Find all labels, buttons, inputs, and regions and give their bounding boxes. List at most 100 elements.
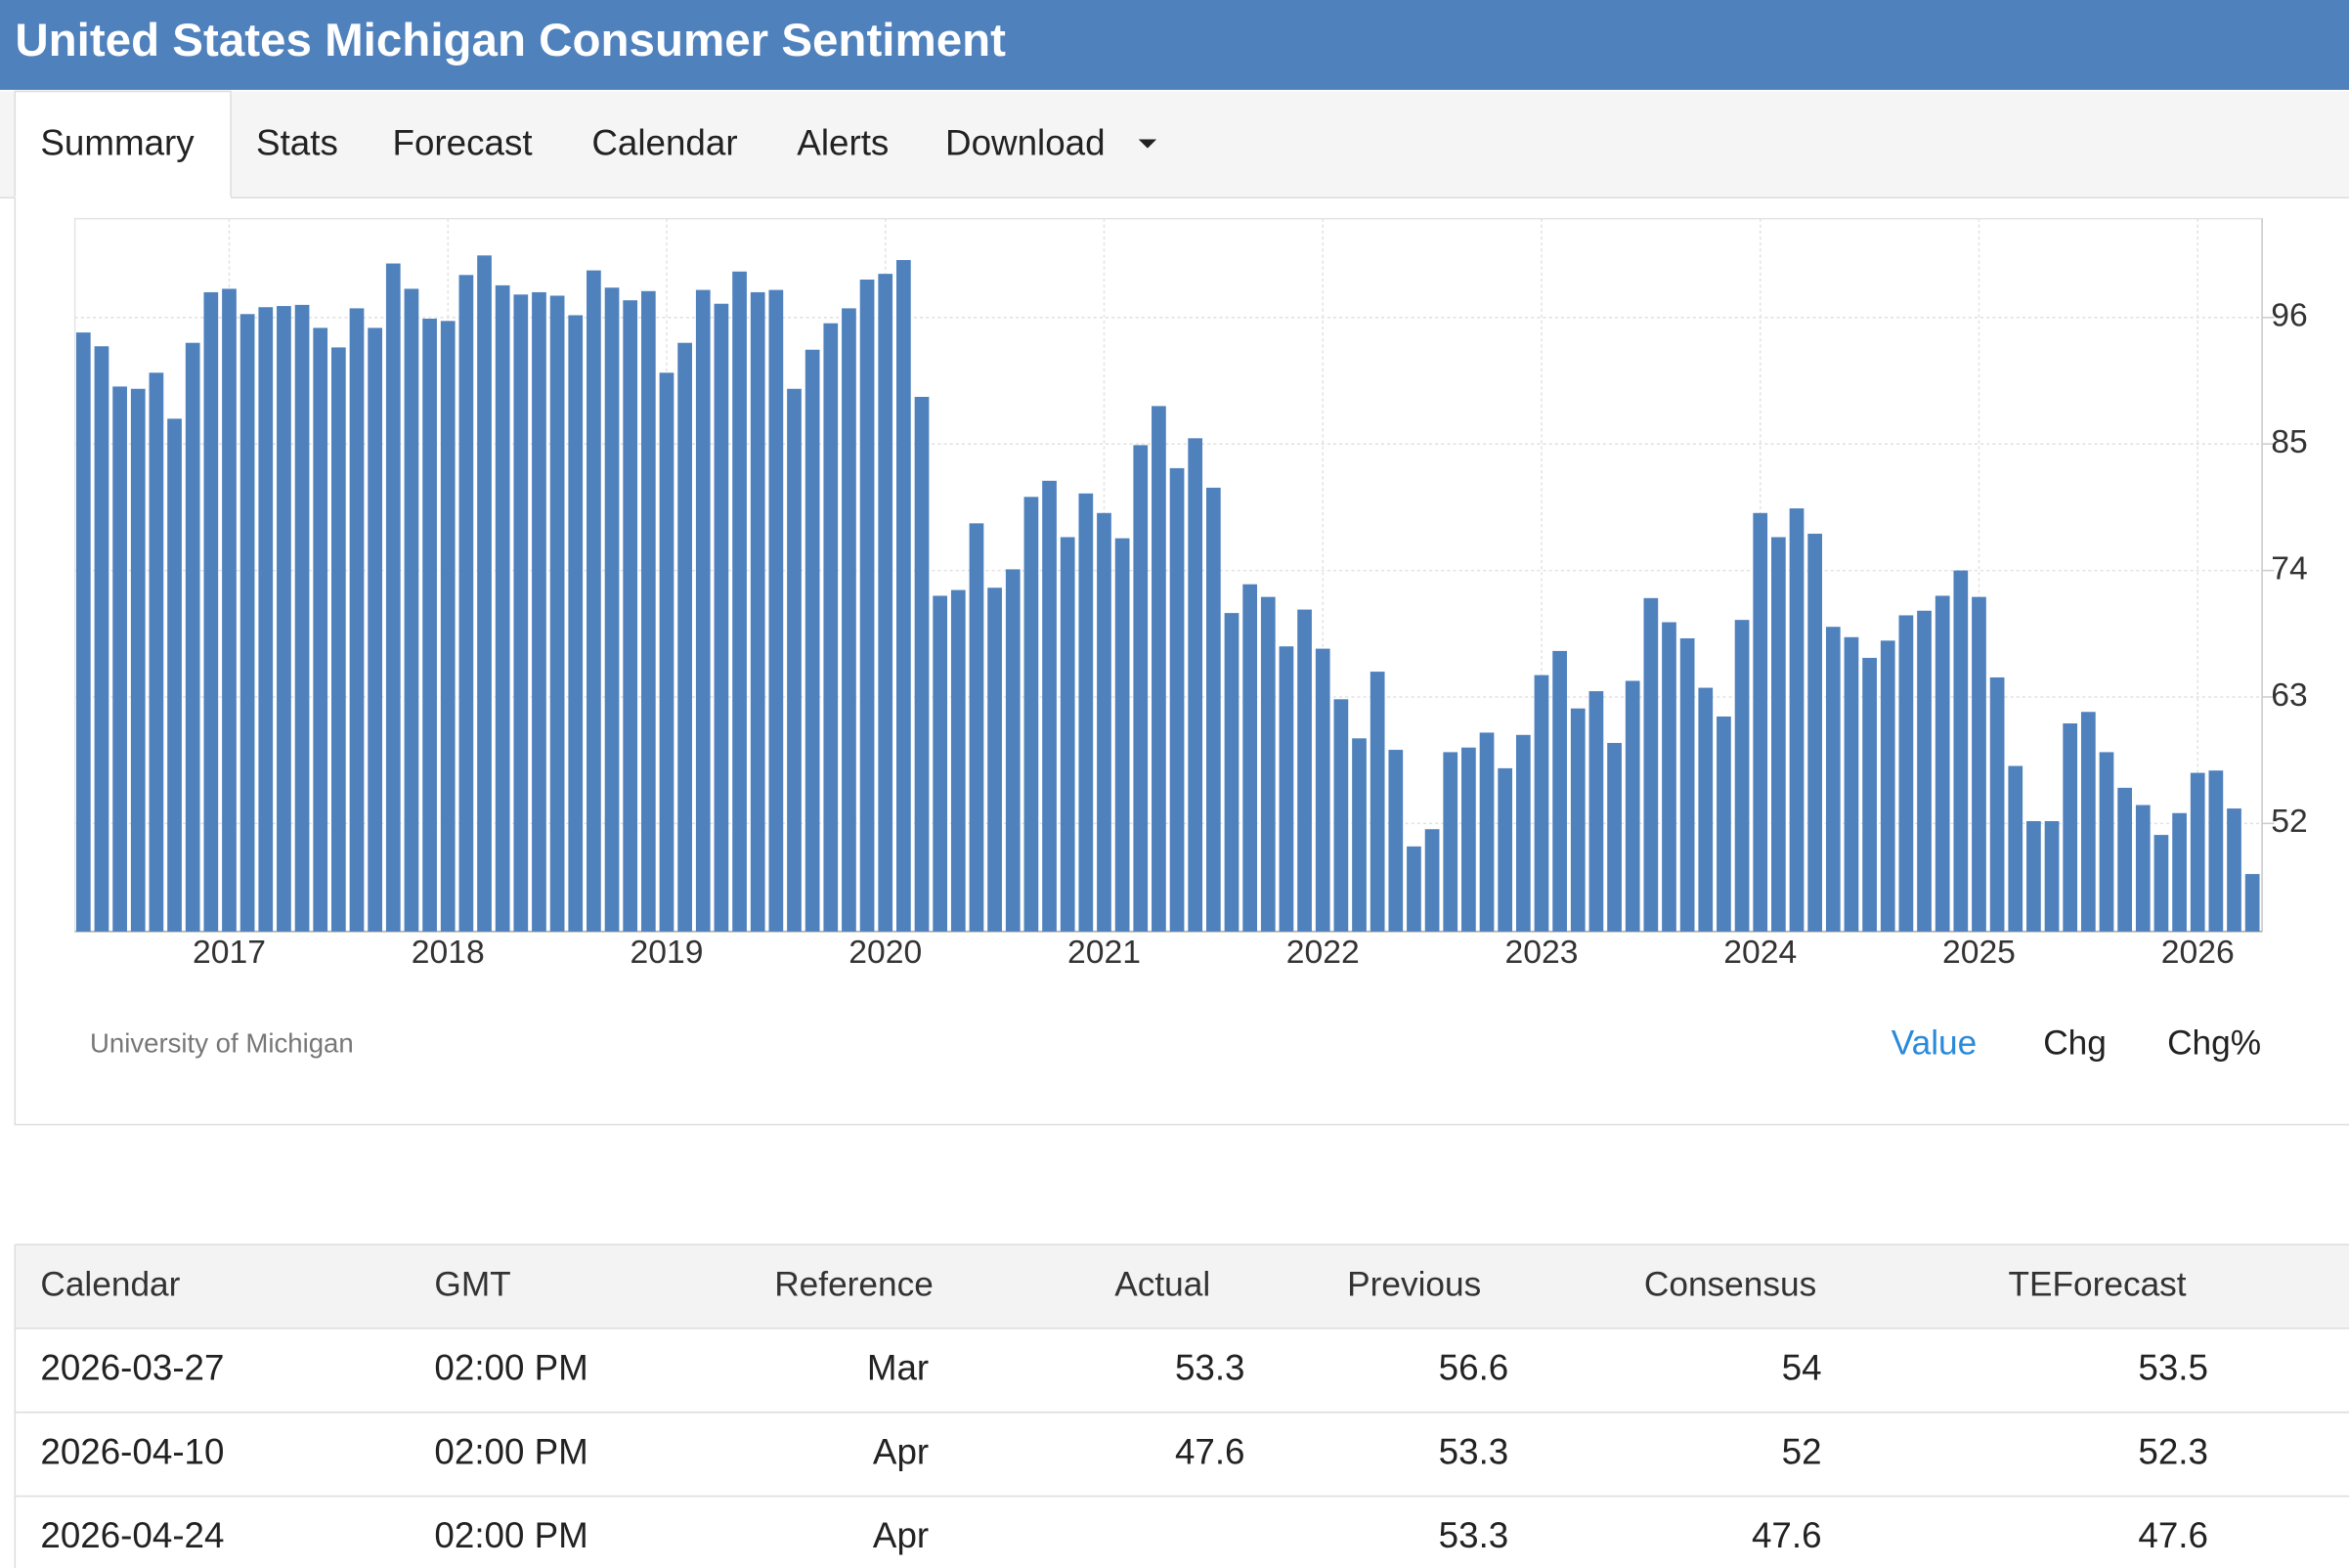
bar bbox=[513, 294, 529, 932]
chart-mode-link[interactable]: Value bbox=[1892, 1024, 1978, 1063]
nav-tab[interactable]: Alerts bbox=[797, 122, 889, 162]
bar bbox=[1461, 747, 1476, 932]
bar bbox=[987, 588, 1002, 932]
bar bbox=[2172, 812, 2187, 932]
x-tick-label: 2024 bbox=[1723, 934, 1797, 971]
bar bbox=[495, 284, 510, 932]
bar bbox=[1297, 609, 1312, 932]
header-bar bbox=[0, 0, 2349, 90]
bar bbox=[330, 347, 346, 932]
table-cell: 02:00 PM bbox=[434, 1515, 587, 1555]
plot-area bbox=[73, 217, 2263, 933]
bar bbox=[1898, 615, 1914, 932]
bar bbox=[1753, 512, 1768, 932]
bar bbox=[185, 342, 200, 932]
bar bbox=[1880, 640, 1895, 932]
bar bbox=[1643, 597, 1659, 932]
table-header-cell: Reference bbox=[774, 1265, 934, 1303]
bar bbox=[623, 300, 638, 932]
bar bbox=[1023, 497, 1039, 932]
bar bbox=[404, 288, 419, 932]
bar bbox=[1224, 613, 1240, 932]
bar bbox=[440, 321, 456, 932]
bar bbox=[1844, 636, 1859, 932]
bar bbox=[1388, 750, 1404, 932]
chart-mode-link[interactable]: Chg% bbox=[2167, 1024, 2261, 1063]
bar bbox=[549, 295, 565, 932]
table-cell: 47.6 bbox=[1752, 1515, 1822, 1555]
bar bbox=[1060, 537, 1075, 932]
table-cell: 47.6 bbox=[1175, 1431, 1245, 1471]
bar bbox=[1114, 538, 1130, 932]
bar bbox=[568, 315, 584, 932]
nav-tab[interactable]: Download bbox=[945, 122, 1106, 162]
bar bbox=[75, 332, 91, 932]
nav-tab[interactable]: Summary bbox=[40, 122, 195, 162]
bar bbox=[1169, 467, 1185, 932]
table-header-cell: Consensus bbox=[1644, 1265, 1816, 1303]
bar bbox=[1078, 493, 1094, 932]
y-tick-label: 63 bbox=[2271, 676, 2307, 714]
table-cell: 2026-04-24 bbox=[40, 1515, 224, 1555]
bar bbox=[349, 308, 365, 932]
bar bbox=[1607, 743, 1622, 932]
bar bbox=[896, 260, 911, 932]
x-tick-label: 2020 bbox=[848, 934, 922, 971]
bar bbox=[878, 274, 893, 932]
bar bbox=[1205, 487, 1221, 932]
bar bbox=[458, 275, 474, 932]
dropdown-caret bbox=[1138, 139, 1157, 149]
table-cell: 2026-03-27 bbox=[40, 1347, 224, 1387]
page-title: United States Michigan Consumer Sentimen… bbox=[15, 15, 1006, 66]
bar bbox=[203, 291, 219, 932]
bar bbox=[2135, 805, 2151, 932]
table-cell: 52.3 bbox=[2138, 1431, 2208, 1471]
table-header-cell: Actual bbox=[1114, 1265, 1210, 1303]
bar bbox=[2153, 835, 2169, 932]
bar bbox=[1807, 533, 1823, 932]
bar bbox=[823, 323, 839, 932]
bar bbox=[2117, 787, 2132, 932]
table-cell: 52 bbox=[1782, 1431, 1822, 1471]
bar bbox=[1717, 716, 1731, 932]
nav-tab[interactable]: Stats bbox=[256, 122, 338, 162]
y-tick-label: 96 bbox=[2271, 297, 2307, 334]
table-cell: 53.3 bbox=[1439, 1431, 1509, 1471]
table-cell: 53.3 bbox=[1439, 1515, 1509, 1555]
bar bbox=[258, 307, 274, 932]
bar bbox=[1734, 620, 1750, 932]
table-cell: 02:00 PM bbox=[434, 1347, 587, 1387]
bar bbox=[1917, 610, 1932, 932]
bar bbox=[677, 342, 692, 932]
table-cell: 53.3 bbox=[1175, 1347, 1245, 1387]
bar bbox=[2026, 820, 2041, 932]
table-header-cell: GMT bbox=[434, 1265, 510, 1303]
bar bbox=[222, 288, 237, 932]
table-cell: 2026-04-10 bbox=[40, 1431, 224, 1471]
chart-mode-link[interactable]: Chg bbox=[2043, 1024, 2107, 1063]
nav-tab[interactable]: Calendar bbox=[591, 122, 737, 162]
active-tab bbox=[14, 90, 232, 198]
bar bbox=[2190, 772, 2205, 932]
bar bbox=[1625, 680, 1640, 932]
tab-bar bbox=[0, 91, 2349, 198]
bar bbox=[1862, 657, 1877, 932]
bar bbox=[1953, 570, 1969, 932]
bar bbox=[914, 396, 930, 932]
y-tick-label: 74 bbox=[2271, 549, 2307, 587]
bar bbox=[1005, 569, 1021, 932]
bar bbox=[94, 346, 109, 932]
table-cell: Apr bbox=[873, 1515, 929, 1555]
bar bbox=[2080, 712, 2096, 932]
x-tick-label: 2026 bbox=[2161, 934, 2235, 971]
bar bbox=[768, 289, 784, 932]
bar bbox=[714, 303, 729, 932]
nav-tab[interactable]: Forecast bbox=[393, 122, 533, 162]
bar bbox=[842, 308, 856, 932]
bar bbox=[950, 589, 966, 932]
x-tick-label: 2018 bbox=[412, 934, 485, 971]
bar bbox=[640, 290, 656, 932]
bar bbox=[2063, 723, 2078, 932]
bar bbox=[2244, 874, 2260, 932]
bar bbox=[1242, 584, 1257, 932]
